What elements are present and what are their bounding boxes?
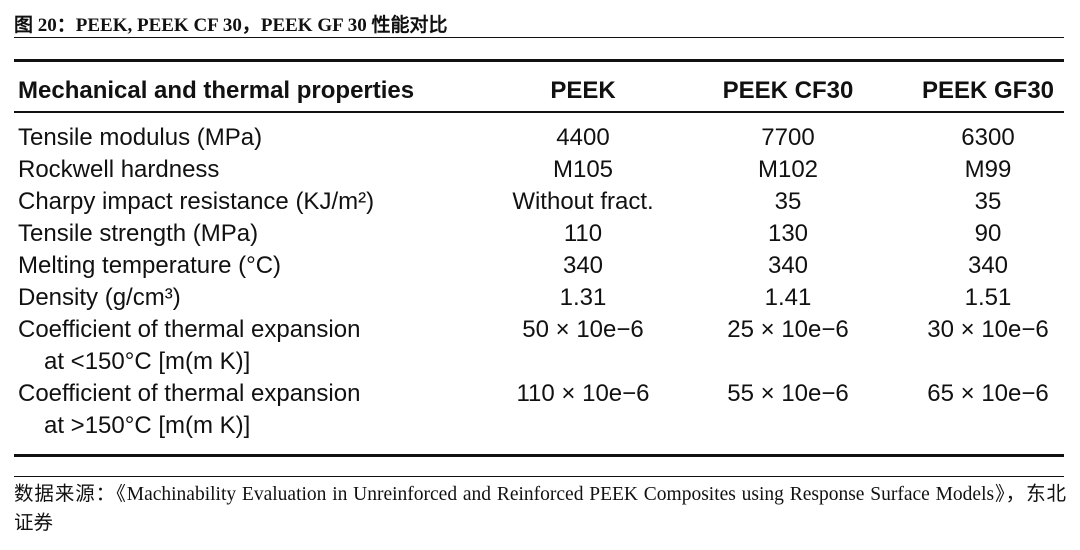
cell-value: 4400 — [556, 124, 610, 151]
table-top-rule — [14, 59, 1064, 62]
cell-value: 340 — [562, 252, 604, 279]
header-cell: PEEK CF30 — [722, 77, 854, 104]
cell-value: 6300 — [961, 124, 1015, 151]
cell-value: 50 × 10e−6 — [522, 316, 644, 343]
cell-value: 110 — [563, 220, 603, 247]
source-note: 数据来源：《Machinability Evaluation in Unrein… — [14, 484, 1066, 534]
row-label: Charpy impact resistance (KJ/m²) — [18, 188, 375, 215]
cell-value: M105 — [552, 156, 614, 183]
row-label: Coefficient of thermal expansion — [18, 316, 361, 343]
row-label: Coefficient of thermal expansion — [18, 380, 361, 407]
row-label: at >150°C [m(m K)] — [44, 412, 251, 439]
row-label: Melting temperature (°C) — [18, 252, 282, 279]
table-bottom-rule — [14, 454, 1064, 457]
row-label: Tensile modulus (MPa) — [18, 124, 263, 151]
cell-value: 340 — [967, 252, 1009, 279]
cell-value: 1.41 — [764, 284, 812, 311]
cell-value: M102 — [757, 156, 819, 183]
cell-value: 35 — [774, 188, 802, 215]
source-rule — [14, 476, 1064, 477]
row-label: Tensile strength (MPa) — [18, 220, 259, 247]
cell-value: 35 — [974, 188, 1002, 215]
header-rule — [14, 111, 1064, 113]
cell-value: 1.31 — [559, 284, 607, 311]
figure-title: 图 20：PEEK, PEEK CF 30，PEEK GF 30 性能对比 — [14, 15, 448, 36]
row-label: Density (g/cm³) — [18, 284, 181, 311]
cell-value: M99 — [964, 156, 1012, 183]
cell-value: 7700 — [761, 124, 815, 151]
header-cell: PEEK — [550, 77, 616, 104]
header-cell: Mechanical and thermal properties — [18, 77, 415, 104]
cell-value: 55 × 10e−6 — [727, 380, 849, 407]
cell-value: 130 — [767, 220, 809, 247]
row-label: Rockwell hardness — [18, 156, 220, 183]
title-rule — [14, 37, 1064, 38]
cell-value: Without fract. — [512, 188, 654, 215]
cell-value: 65 × 10e−6 — [927, 380, 1049, 407]
header-cell: PEEK GF30 — [921, 77, 1055, 104]
cell-value: 340 — [767, 252, 809, 279]
cell-value: 1.51 — [964, 284, 1012, 311]
cell-value: 110 × 10e−6 — [516, 380, 650, 407]
row-label: at <150°C [m(m K)] — [44, 348, 251, 375]
cell-value: 25 × 10e−6 — [727, 316, 849, 343]
cell-value: 90 — [974, 220, 1002, 247]
cell-value: 30 × 10e−6 — [927, 316, 1049, 343]
